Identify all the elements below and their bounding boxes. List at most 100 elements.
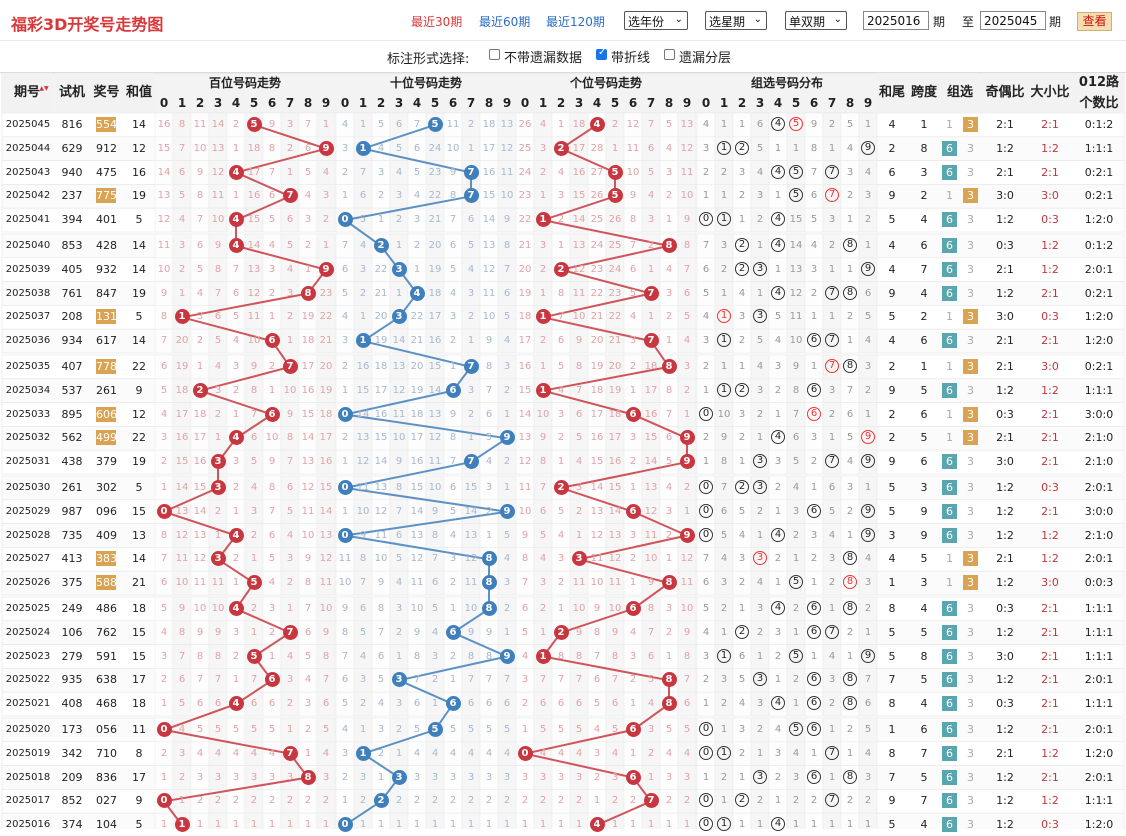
miss-count: 8	[449, 190, 457, 202]
miss-count: 4	[413, 190, 421, 202]
cell-kuadu: 8	[920, 141, 928, 155]
zuxuan-miss: 3	[967, 746, 974, 760]
header-digit: 8	[664, 96, 674, 110]
to-issue-input[interactable]: 2025045	[980, 11, 1046, 30]
ball-shi: 0	[337, 480, 353, 495]
cell-hezhi: 9	[135, 794, 143, 808]
miss-count: 3	[575, 771, 583, 783]
cell-kuadu: 4	[920, 697, 928, 711]
miss-count: 7	[557, 674, 565, 686]
miss-count: 7	[593, 650, 601, 662]
miss-count: 4	[377, 698, 385, 710]
miss-count: 4	[539, 119, 547, 130]
zuxuan-ball: 6	[807, 333, 821, 348]
miss-count: 3	[250, 505, 258, 517]
miss-count: 8	[268, 142, 276, 154]
miss-count: 5	[304, 166, 312, 178]
miss-count: 14	[789, 240, 803, 251]
miss-count: 5	[160, 384, 168, 396]
header-digit: 9	[321, 96, 331, 110]
week-select[interactable]: 选星期 ⌄	[705, 11, 767, 30]
cell-jianghao: 591	[96, 649, 117, 663]
cell-hezhi: 17	[132, 673, 146, 687]
no-miss-checkbox[interactable]	[489, 49, 500, 60]
miss-count: 1	[359, 819, 367, 831]
zuxuan-badge: 3	[963, 551, 978, 567]
miss-count: 3	[485, 482, 493, 493]
miss-count: 2	[286, 795, 294, 807]
miss-count: 2	[250, 529, 258, 541]
miss-count: 6	[665, 432, 673, 444]
polyline-checkbox[interactable]	[596, 47, 607, 60]
query-button[interactable]: 查看	[1077, 12, 1112, 31]
miss-count: 5	[557, 361, 565, 372]
miss-count: 16	[374, 408, 388, 420]
miss-count: 2	[268, 795, 276, 807]
oddeven-select[interactable]: 单双期 ⌄	[785, 11, 847, 30]
ball-bai: 7	[282, 624, 298, 640]
miss-count: 11	[428, 456, 442, 468]
miss-count: 3	[286, 674, 294, 686]
zuxuan-ball: 1	[717, 309, 731, 324]
year-select[interactable]: 选年份 ⌄	[624, 11, 688, 30]
miss-count: 2	[341, 361, 349, 372]
miss-count: 12	[464, 553, 478, 565]
ball-ge: 8	[661, 238, 677, 253]
miss-count: 3	[286, 771, 294, 783]
jianghao-badge: 131	[96, 309, 117, 325]
ball-bai: 5	[246, 648, 262, 664]
miss-count: 1	[774, 674, 782, 686]
miss-count: 1	[521, 819, 529, 831]
miss-count: 2	[431, 674, 439, 686]
miss-count: 19	[319, 384, 333, 396]
miss-count: 2	[846, 505, 854, 517]
miss-count: 13	[644, 482, 658, 493]
cell-daxiao: 2:1	[1041, 602, 1059, 615]
zuxuan-miss: 3	[967, 481, 974, 494]
miss-count: 5	[503, 724, 511, 735]
miss-count: 8	[431, 529, 439, 541]
miss-count: 6	[449, 240, 457, 251]
miss-count: 12	[428, 432, 442, 444]
miss-count: 3	[774, 361, 782, 372]
link-recent-30[interactable]: 最近30期	[411, 15, 463, 29]
miss-count: 2	[629, 361, 637, 372]
cell-daxiao: 0:3	[1041, 481, 1059, 494]
miss-count: 7	[575, 384, 583, 396]
link-recent-60[interactable]: 最近60期	[479, 15, 531, 29]
miss-count: 1	[539, 361, 547, 372]
miss-count: 3	[304, 698, 312, 710]
miss-count: 15	[482, 190, 496, 202]
cell-lu012: 3:0:0	[1084, 504, 1114, 518]
cell-jianghao: 710	[96, 746, 117, 760]
zuxuan-miss: 3	[967, 383, 974, 397]
miss-count: 5	[647, 674, 655, 686]
miss-count: 1	[738, 771, 746, 783]
zuxuan-ball: 2	[735, 624, 749, 639]
miss-count: 4	[178, 214, 186, 226]
miss-count: 7	[503, 263, 511, 275]
sort-icon[interactable]: ▲▼	[39, 85, 49, 92]
cell-kuadu: 5	[920, 770, 928, 784]
miss-count: 2	[774, 553, 782, 565]
miss-count: 7	[196, 674, 204, 686]
header-qihao[interactable]: 期号	[2, 73, 52, 113]
miss-count: 3	[503, 577, 511, 589]
miss-count: 1	[178, 795, 186, 807]
miss-count: 6	[864, 287, 872, 299]
zuxuan-ball: 6	[807, 672, 821, 687]
link-recent-120[interactable]: 最近120期	[546, 15, 605, 29]
zuxuan-miss: 3	[967, 286, 974, 300]
miss-count: 6	[268, 529, 276, 541]
miss-count: 12	[374, 505, 388, 517]
zuxuan-badge: 6	[942, 527, 957, 543]
miss-layer-checkbox[interactable]	[664, 49, 675, 60]
from-issue-input[interactable]: 2025016	[863, 11, 929, 30]
cell-shiji: 209	[61, 770, 83, 784]
miss-count: 1	[232, 819, 240, 831]
miss-count: 20	[319, 361, 333, 372]
miss-count: 1	[557, 456, 565, 468]
miss-count: 7	[232, 263, 240, 275]
miss-count: 1	[160, 819, 168, 831]
miss-count: 4	[575, 456, 583, 468]
